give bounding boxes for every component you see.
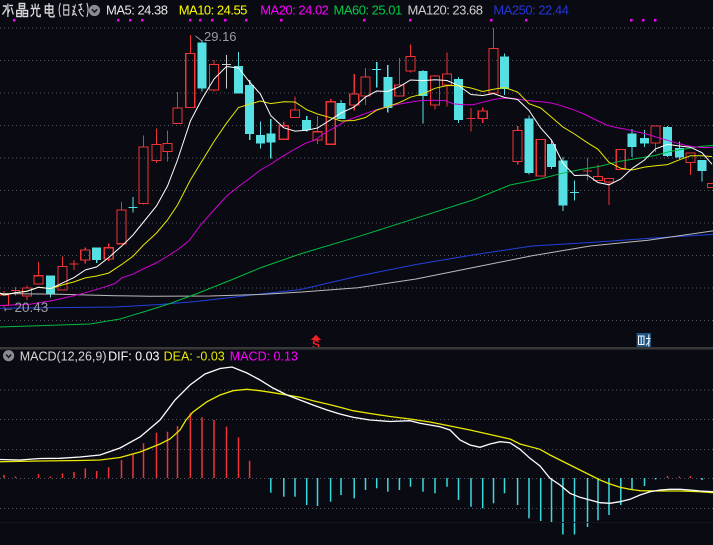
svg-text:MACD(12,26,9): MACD(12,26,9) xyxy=(20,350,107,364)
svg-text:29.16: 29.16 xyxy=(204,29,237,44)
svg-text:DEA: -0.03: DEA: -0.03 xyxy=(164,350,225,364)
svg-text:DIF: 0.03: DIF: 0.03 xyxy=(108,350,159,364)
svg-text:MA10: 24.55: MA10: 24.55 xyxy=(179,3,247,18)
svg-text:MA60: 25.01: MA60: 25.01 xyxy=(334,3,402,18)
svg-text:MA250: 22.44: MA250: 22.44 xyxy=(493,3,568,18)
svg-text:MACD: 0.13: MACD: 0.13 xyxy=(230,350,298,364)
svg-text:←20.43: ←20.43 xyxy=(1,300,48,315)
svg-text:MA5: 24.38: MA5: 24.38 xyxy=(106,3,168,18)
svg-text:MA20: 24.02: MA20: 24.02 xyxy=(260,3,328,18)
svg-text:MA120: 23.68: MA120: 23.68 xyxy=(408,3,483,18)
